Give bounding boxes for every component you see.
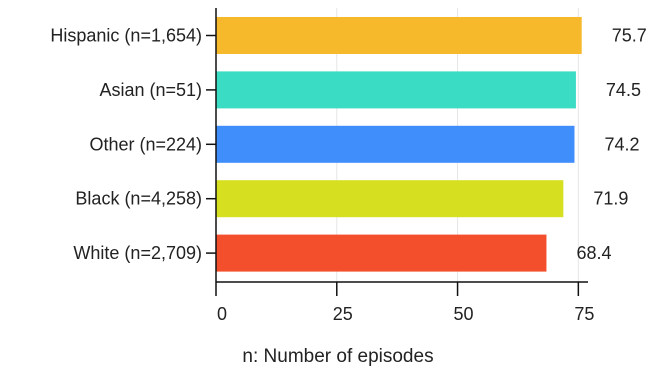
- category-label: Hispanic (n=1,654): [50, 26, 202, 46]
- bar: [216, 125, 575, 163]
- category-label: Black (n=4,258): [75, 189, 202, 209]
- category-label: Asian (n=51): [99, 80, 202, 100]
- x-tick-label: 25: [333, 304, 353, 324]
- labels: 75.7 74.5 74.2 71.9 68.4 Hispanic (n=1,654) As…: [50, 26, 646, 325]
- bars: [216, 17, 582, 272]
- category-label: Other (n=224): [89, 134, 202, 154]
- x-tick-label: 75: [574, 304, 594, 324]
- x-tick-label: 0: [217, 304, 227, 324]
- x-tick-label: 50: [454, 304, 474, 324]
- bar: [216, 180, 564, 218]
- data-label: 75.7: [612, 26, 647, 46]
- data-label: 74.2: [604, 134, 639, 154]
- bar: [216, 17, 582, 54]
- bar: [216, 71, 576, 109]
- category-label: White (n=2,709): [73, 243, 202, 263]
- axes: [206, 8, 588, 296]
- chart-caption: n: Number of episodes: [242, 346, 433, 367]
- data-label: 68.4: [576, 243, 611, 263]
- bar: [216, 234, 547, 272]
- data-label: 74.5: [606, 80, 641, 100]
- data-label: 71.9: [593, 189, 628, 209]
